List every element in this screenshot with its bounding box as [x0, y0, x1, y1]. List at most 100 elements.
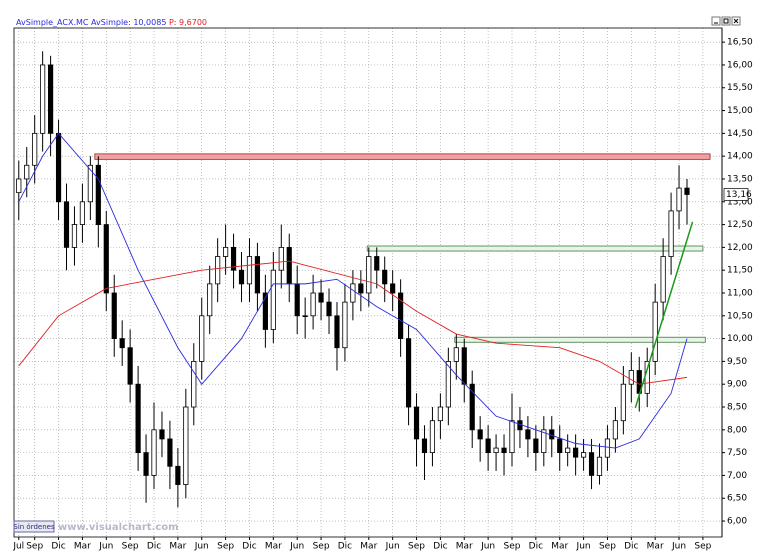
candle-body: [111, 292, 117, 339]
candle-body: [485, 438, 491, 454]
candle-body: [620, 383, 626, 422]
legend-entry: AvSimple: 10,0085: [91, 18, 166, 27]
candle-body: [612, 420, 618, 440]
x-tick-label: Mar: [551, 542, 568, 552]
x-tick-label: Sep: [313, 542, 330, 552]
candle-body: [167, 438, 173, 467]
x-tick-label: Jun: [671, 542, 686, 552]
candle-body: [684, 187, 690, 195]
minimize-button[interactable]: [711, 16, 721, 26]
candle-body: [32, 132, 38, 166]
candle-body: [557, 438, 563, 454]
x-tick-label: Jun: [98, 542, 113, 552]
y-tick-label: 14,50: [727, 129, 753, 139]
x-tick-label: Jul: [12, 542, 24, 552]
maximize-button[interactable]: [721, 16, 731, 26]
candle-body: [405, 338, 412, 408]
candle-body: [254, 256, 261, 294]
candle-body: [159, 429, 165, 440]
title: AvSimple_ACX.MC: [16, 18, 89, 27]
candle-body: [580, 452, 587, 458]
level-band: [366, 245, 704, 252]
moving-average-line: [18, 260, 688, 385]
candle-body: [374, 256, 380, 271]
candle-body: [453, 347, 459, 362]
x-tick-label: Sep: [408, 542, 425, 552]
maximize-icon: [723, 18, 729, 24]
x-tick-label: Mar: [647, 542, 664, 552]
candle-body: [16, 178, 22, 194]
y-tick-label: 16,00: [727, 60, 753, 70]
x-tick-label: Jun: [576, 542, 591, 552]
candle-body: [310, 292, 316, 317]
candle-body: [278, 246, 284, 271]
candle-body: [628, 370, 634, 385]
x-tick-label: Mar: [456, 542, 473, 552]
candle-body: [445, 361, 451, 408]
x-tick-label: Jun: [385, 542, 400, 552]
x-tick-label: Dic: [147, 542, 161, 552]
candle-body: [652, 301, 658, 362]
watermark: www.visualchart.com: [58, 522, 179, 533]
y-tick-label: 15,50: [727, 83, 753, 93]
y-tick-label: 8,00: [727, 425, 747, 435]
candle-body: [215, 256, 221, 285]
candle-body: [48, 64, 54, 134]
candle-body: [437, 406, 443, 422]
candle-body: [262, 292, 268, 330]
candle-body: [604, 438, 611, 458]
window-buttons[interactable]: [711, 16, 741, 26]
y-tick-label: 9,50: [727, 357, 747, 367]
last-price-label: 13,16: [726, 190, 752, 200]
last-price-box: [723, 188, 749, 201]
candle-body: [40, 64, 46, 134]
candle-body: [318, 292, 324, 303]
candle-body: [382, 269, 388, 285]
x-tick-label: Jun: [480, 542, 495, 552]
candle-body: [119, 338, 125, 349]
status-button[interactable]: [13, 520, 55, 533]
x-tick-label: Sep: [694, 542, 711, 552]
candle-body: [175, 465, 181, 485]
y-tick-label: 13,00: [727, 197, 753, 207]
candle-body: [127, 347, 133, 385]
plot-area: [14, 28, 722, 537]
y-tick-label: 8,50: [727, 403, 747, 413]
y-tick-label: 10,00: [727, 334, 753, 344]
candle-body: [71, 224, 78, 248]
level-band: [454, 336, 706, 343]
candle-body: [286, 246, 292, 285]
candle-body: [24, 164, 30, 180]
candle-body: [207, 283, 213, 317]
y-tick-label: 10,50: [727, 311, 753, 321]
candle-body: [501, 447, 507, 454]
candle-body: [469, 383, 475, 431]
candle-body: [565, 447, 571, 454]
trendline: [634, 221, 694, 409]
candle-body: [326, 301, 332, 317]
x-tick-label: Dic: [242, 542, 256, 552]
candle-body: [334, 315, 340, 349]
candle-body: [342, 301, 348, 349]
x-tick-label: Dic: [338, 542, 352, 552]
candle-body: [135, 383, 141, 454]
candle-body: [676, 187, 682, 212]
candle-body: [509, 420, 515, 454]
y-tick-label: 7,50: [727, 448, 747, 458]
candle-body: [660, 256, 666, 303]
y-tick-label: 13,50: [727, 174, 753, 184]
candle-body: [358, 283, 364, 294]
x-tick-label: Jun: [289, 542, 304, 552]
y-tick-label: 9,00: [727, 380, 747, 390]
candle-body: [493, 447, 499, 454]
candle-body: [223, 246, 229, 257]
x-tick-label: Dic: [433, 542, 447, 552]
candle-body: [525, 429, 531, 440]
candle-body: [398, 292, 404, 339]
candle-body: [103, 224, 109, 294]
candle-body: [230, 246, 237, 271]
y-tick-label: 15,00: [727, 106, 753, 116]
y-tick-label: 11,00: [727, 288, 753, 298]
chart-header: AvSimple_ACX.MC AvSimple: 10,0085 P: 9,6…: [16, 18, 207, 27]
